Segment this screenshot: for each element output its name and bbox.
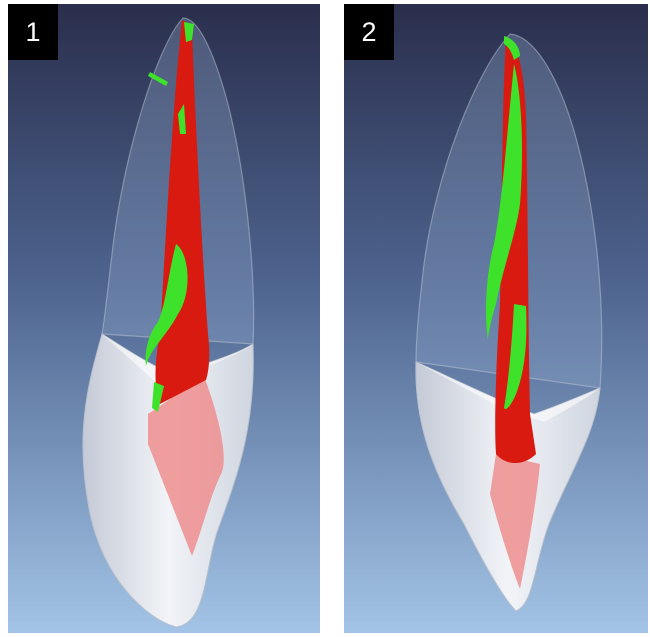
debris-coronal <box>145 244 188 366</box>
lower-canal-section <box>490 454 540 589</box>
debris-lateral <box>148 72 168 86</box>
debris-apex <box>504 36 520 60</box>
cut-plane <box>102 334 253 384</box>
debris-coronal <box>486 64 522 340</box>
tooth-render-panel-1: 1 <box>8 4 320 633</box>
tooth-render-2 <box>344 4 648 633</box>
debris-mid <box>178 104 186 134</box>
canal-filling-red <box>495 38 536 463</box>
cut-plane <box>416 362 600 422</box>
tooth-render-panel-2: 2 <box>344 4 648 633</box>
debris-lower <box>504 304 527 410</box>
panel-label-2: 2 <box>344 4 394 60</box>
lower-canal-section <box>148 376 224 556</box>
debris-lower <box>152 382 164 412</box>
tooth-render-1 <box>8 4 320 633</box>
panel-label-1: 1 <box>8 4 58 60</box>
debris-apex <box>184 22 194 42</box>
